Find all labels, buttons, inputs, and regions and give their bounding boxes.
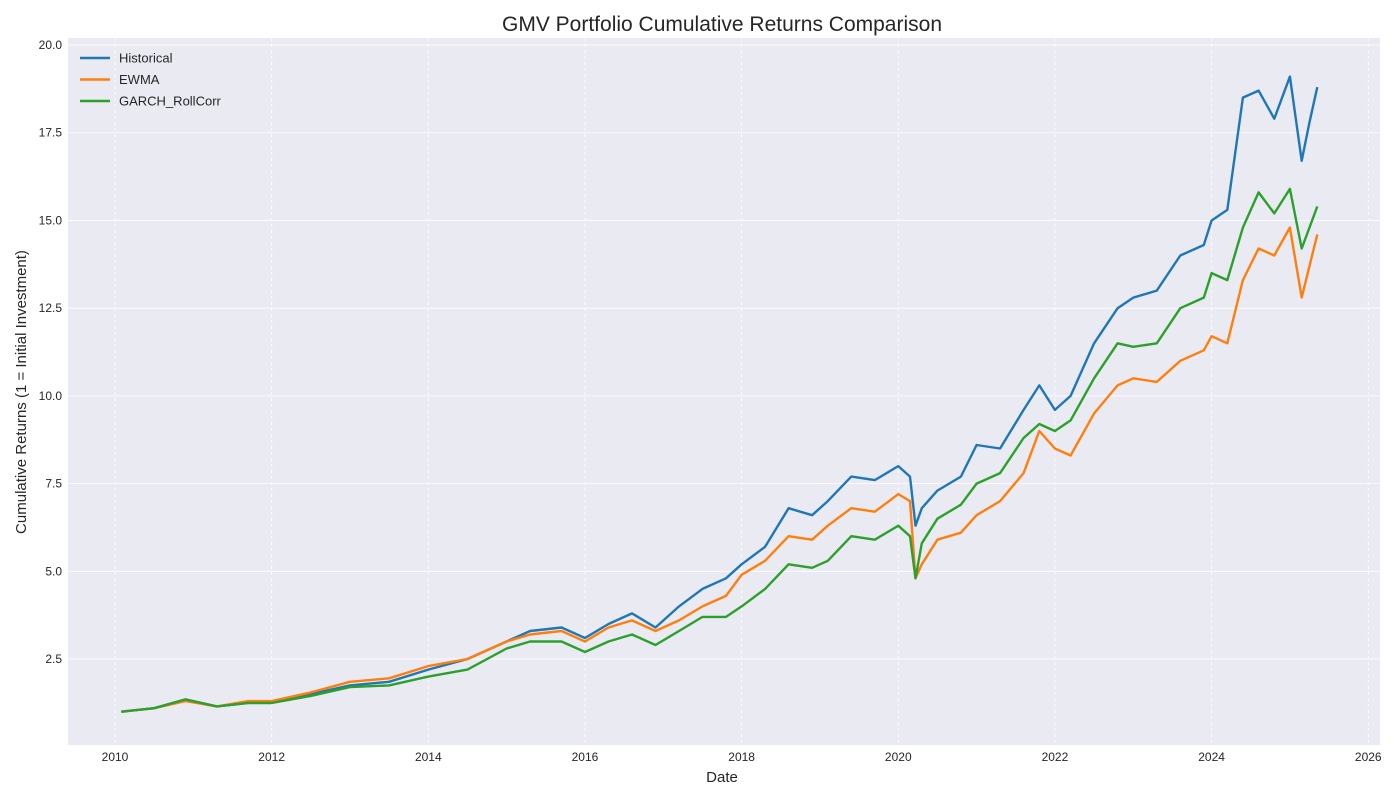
x-tick-label: 2010 (102, 750, 129, 764)
y-tick-label: 12.5 (39, 301, 63, 315)
series-lines (121, 75, 1319, 713)
x-tick-label: 2012 (258, 750, 285, 764)
legend-label: Historical (119, 51, 173, 66)
legend: Historical EWMA GARCH_RollCorr (80, 51, 222, 109)
y-tick-label: 10.0 (39, 389, 63, 403)
x-tick-label: 2026 (1355, 750, 1382, 764)
chart-title: GMV Portfolio Cumulative Returns Compari… (502, 13, 942, 36)
x-tick-label: 2020 (885, 750, 912, 764)
x-tick-label: 2014 (415, 750, 442, 764)
legend-label: GARCH_RollCorr (119, 94, 222, 109)
series-line-ewma (121, 226, 1319, 713)
y-tick-label: 15.0 (39, 213, 63, 227)
x-tick-label: 2018 (728, 750, 755, 764)
grid (68, 38, 1380, 745)
y-axis: 2.5 5.0 7.5 10.0 12.5 15.0 17.5 20.0 (39, 38, 63, 666)
x-axis: 2010 2012 2014 2016 2018 2020 2022 2024 2026 (102, 750, 1382, 764)
y-tick-label: 5.0 (45, 564, 62, 578)
x-tick-label: 2016 (572, 750, 599, 764)
x-tick-label: 2022 (1042, 750, 1069, 764)
x-tick-label: 2024 (1198, 750, 1225, 764)
y-tick-label: 2.5 (45, 652, 62, 666)
y-tick-label: 20.0 (39, 38, 63, 52)
x-axis-label: Date (706, 769, 738, 786)
y-axis-label: Cumulative Returns (1 = Initial Investme… (13, 250, 30, 534)
plot-area (68, 38, 1380, 745)
y-tick-label: 7.5 (45, 477, 62, 491)
series-line-garch-rollcorr (121, 187, 1319, 713)
series-line-historical (121, 75, 1319, 713)
y-tick-label: 17.5 (39, 126, 63, 140)
legend-label: EWMA (119, 72, 160, 87)
